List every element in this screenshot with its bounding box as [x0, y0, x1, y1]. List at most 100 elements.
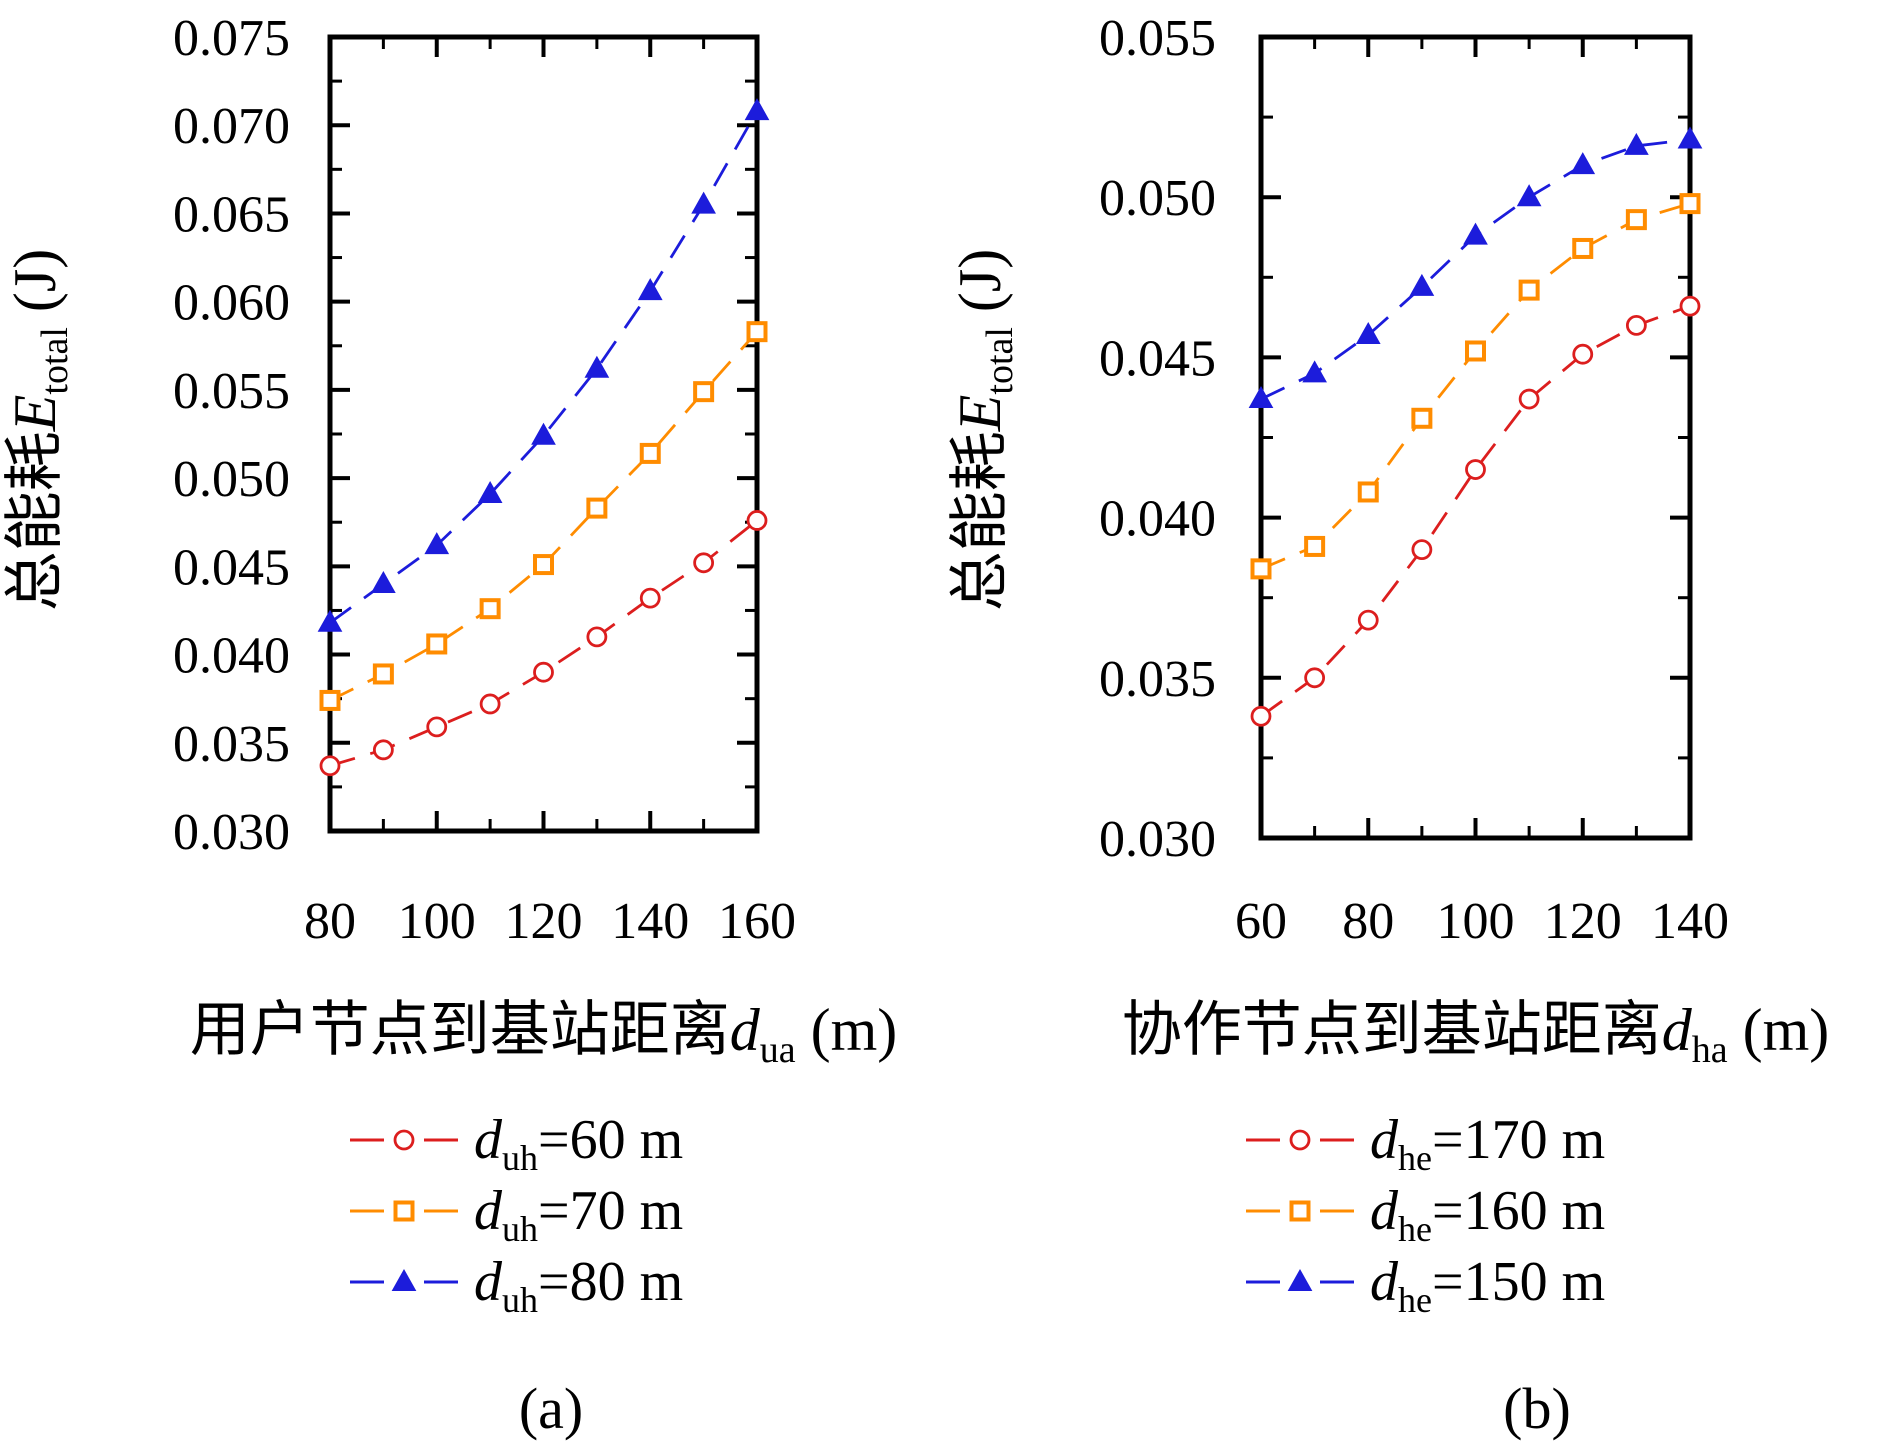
x-tick-label: 140 [1651, 893, 1729, 950]
data-point [1250, 705, 1272, 727]
plot-border [1258, 34, 1693, 841]
data-point [639, 587, 661, 609]
data-point [1304, 667, 1326, 689]
data-point [1357, 609, 1379, 631]
y-tick-label: 0.030 [173, 804, 290, 861]
data-point [372, 739, 394, 761]
data-point [1677, 126, 1703, 149]
data-point [477, 480, 503, 503]
data-point [1248, 386, 1274, 409]
data-point [1625, 314, 1647, 336]
data-point [584, 355, 610, 378]
x-axis-title: 协作节点到基站距离dha (m) [1122, 997, 1830, 1071]
y-tick-label: 0.050 [173, 451, 290, 508]
data-point [1355, 321, 1381, 344]
data-point [1357, 481, 1379, 503]
data-point [372, 663, 394, 685]
data-point [693, 381, 715, 403]
data-point [1411, 407, 1433, 429]
data-point [1679, 193, 1701, 215]
legend-label: duh=80 m [474, 1251, 683, 1320]
data-point [319, 755, 341, 777]
caption-a: (a) [519, 1376, 583, 1441]
legend-item: duh=60 m [350, 1109, 683, 1178]
data-point [1625, 209, 1647, 231]
data-point [744, 98, 770, 121]
data-point [479, 598, 501, 620]
data-point [1572, 343, 1594, 365]
data-point [1250, 558, 1272, 580]
legend-marker-triangle [1287, 1268, 1313, 1291]
legend-marker-triangle [391, 1268, 417, 1291]
y-tick-label: 0.050 [1099, 170, 1216, 227]
series-line-square [329, 330, 759, 702]
data-point [317, 609, 343, 632]
y-tick-label: 0.055 [1099, 10, 1216, 67]
series-line-triangle [329, 110, 759, 624]
y-tick-label: 0.060 [173, 275, 290, 332]
y-tick-label: 0.030 [1099, 811, 1216, 868]
data-point [1518, 279, 1540, 301]
legend-item: dhe=160 m [1246, 1180, 1605, 1249]
x-tick-label: 100 [1437, 893, 1515, 950]
data-point [586, 626, 608, 648]
legend-item: dhe=170 m [1246, 1109, 1605, 1178]
data-point [1304, 535, 1326, 557]
legend-item: duh=80 m [350, 1251, 683, 1320]
legend-label: dhe=170 m [1370, 1109, 1605, 1178]
data-point [1465, 340, 1486, 362]
data-point [479, 693, 501, 715]
data-point [691, 191, 716, 214]
legend-label: dhe=150 m [1370, 1251, 1605, 1320]
data-point [1302, 360, 1327, 383]
data-point [1411, 539, 1433, 561]
y-tick-label: 0.035 [1099, 651, 1216, 708]
data-point [424, 532, 450, 555]
data-point [1463, 222, 1488, 245]
y-tick-label: 0.070 [173, 98, 290, 155]
data-point [533, 554, 554, 576]
legend-item: dhe=150 m [1246, 1251, 1605, 1320]
data-point [533, 661, 554, 683]
y-tick-label: 0.045 [173, 539, 290, 596]
data-point [531, 422, 556, 445]
data-point [426, 716, 448, 738]
data-point [746, 321, 768, 343]
data-point [586, 497, 608, 519]
series-line-square [1260, 202, 1691, 571]
y-tick-label: 0.040 [173, 628, 290, 685]
data-point [693, 552, 715, 574]
legend-item: duh=70 m [350, 1180, 683, 1249]
data-point [1518, 388, 1540, 410]
data-point [1465, 459, 1486, 480]
y-tick-label: 0.055 [173, 363, 290, 420]
x-tick-label: 80 [1342, 893, 1394, 950]
data-point [639, 442, 661, 464]
x-tick-label: 100 [398, 893, 476, 950]
data-point [1679, 295, 1701, 317]
legend-label: duh=60 m [474, 1109, 683, 1178]
legend-label: duh=70 m [474, 1180, 683, 1249]
y-tick-label: 0.035 [173, 716, 290, 773]
y-axis-title: 总能耗Etotal (J) [2, 249, 76, 612]
x-axis-title: 用户节点到基站距离dua (m) [190, 997, 898, 1071]
data-point [371, 570, 396, 593]
legend-marker-circle [393, 1129, 415, 1151]
data-point [1516, 184, 1542, 207]
data-point [426, 633, 448, 655]
y-tick-label: 0.065 [173, 186, 290, 243]
x-tick-label: 160 [718, 893, 796, 950]
x-tick-label: 80 [304, 893, 356, 950]
data-point [1409, 273, 1435, 296]
y-axis-title: 总能耗Etotal (J) [947, 249, 1021, 612]
legend-marker-square [393, 1200, 415, 1222]
x-tick-label: 140 [611, 893, 689, 950]
x-tick-label: 120 [1544, 893, 1622, 950]
data-point [746, 510, 768, 531]
caption-b: (b) [1503, 1376, 1571, 1441]
legend-label: dhe=160 m [1370, 1180, 1605, 1249]
chart-a-group: 0.030 0.035 0.040 0.045 0.050 0.055 0.060 0.065… [2, 10, 897, 1320]
data-point [1570, 152, 1596, 175]
